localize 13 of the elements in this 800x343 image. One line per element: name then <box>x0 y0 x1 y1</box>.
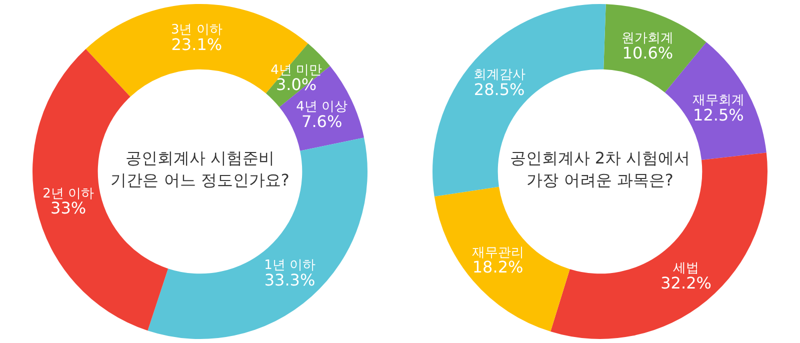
slice-label: 1년 이하 <box>264 258 316 273</box>
data-label: 33.3% <box>264 270 316 290</box>
data-label: 33% <box>50 198 86 218</box>
slice-label: 재무관리 <box>472 245 524 260</box>
text: 공인회계사 시험준비 기간은 어느 정도인가요? <box>110 148 290 190</box>
text: 공인회계사 2차 시험에서 가장 어려운 과목은? <box>510 148 690 190</box>
slice-label: 원가회계 <box>622 31 674 46</box>
data-label: 18.2% <box>472 258 524 277</box>
data-label: 12.5% <box>693 105 744 124</box>
data-label: 10.6% <box>622 44 674 63</box>
slice-label: 2년 이하 <box>42 186 94 202</box>
slice-label: 재무회계 <box>692 92 744 108</box>
slice-label: 4년 미만 <box>270 62 322 78</box>
